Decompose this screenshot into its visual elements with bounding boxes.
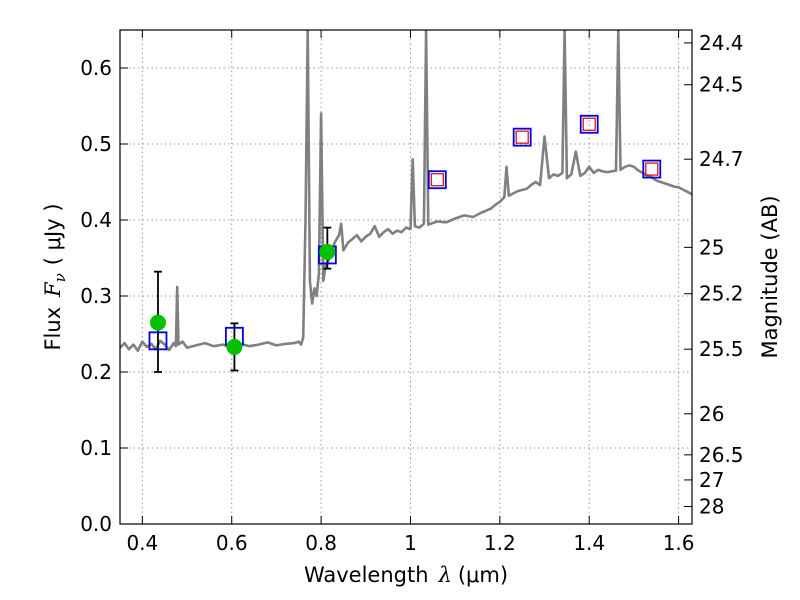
model-point-inner xyxy=(430,173,444,187)
y-tick-label: 0.0 xyxy=(80,512,112,536)
y2-tick-label: 24.4 xyxy=(699,31,744,55)
observed-point xyxy=(226,338,243,355)
model-point xyxy=(148,331,168,351)
y2-tick-label: 28 xyxy=(699,495,724,519)
y-tick-label: 0.1 xyxy=(80,436,112,460)
y2-tick-label: 24.5 xyxy=(699,73,744,97)
x-tick-label: 1.6 xyxy=(663,531,695,555)
spectrum-line xyxy=(120,30,692,352)
model-point xyxy=(642,159,662,179)
y2-tick-label: 24.7 xyxy=(699,147,744,171)
y-tick-label: 0.2 xyxy=(80,360,112,384)
x-tick-label: 1.4 xyxy=(573,531,605,555)
y-axis-label: FluxFν( μJy ) xyxy=(41,203,69,350)
axis-ticks xyxy=(120,30,692,525)
y-tick-label: 0.6 xyxy=(80,56,112,80)
plot-area xyxy=(120,30,692,373)
model-point xyxy=(579,114,599,134)
y-tick-label: 0.3 xyxy=(80,284,112,308)
y2-tick-label: 25.2 xyxy=(699,282,744,306)
y-tick-label: 0.4 xyxy=(80,208,112,232)
model-point-inner xyxy=(645,162,659,176)
observed-point xyxy=(319,243,336,260)
x-tick-label: 1 xyxy=(404,531,417,555)
model-point-inner xyxy=(515,130,529,144)
tick-labels: 0.4 0.6 0.8 1 1.2 1.4 1.6 0.0 0.1 0.2 0.3 0.4 0.5 0.6… xyxy=(80,31,743,555)
x-tick-label: 0.4 xyxy=(126,531,158,555)
y-tick-label: 0.5 xyxy=(80,132,112,156)
plot-frame xyxy=(119,29,693,525)
x-tick-label: 0.6 xyxy=(216,531,248,555)
model-point xyxy=(512,127,532,147)
y2-tick-label: 26.5 xyxy=(699,443,744,467)
y2-tick-label: 26 xyxy=(699,402,724,426)
x-axis-label: Wavelength λ (μm) xyxy=(304,563,508,587)
model-point xyxy=(427,170,447,190)
y2-tick-label: 25.5 xyxy=(699,337,744,361)
y2-tick-label: 27 xyxy=(699,468,724,492)
y2-axis-label: Magnitude (AB) xyxy=(758,195,782,358)
x-tick-label: 1.2 xyxy=(484,531,516,555)
y2-tick-label: 25 xyxy=(699,235,724,259)
x-tick-label: 0.8 xyxy=(305,531,337,555)
observed-point xyxy=(149,314,166,331)
model-point-inner xyxy=(582,117,596,131)
